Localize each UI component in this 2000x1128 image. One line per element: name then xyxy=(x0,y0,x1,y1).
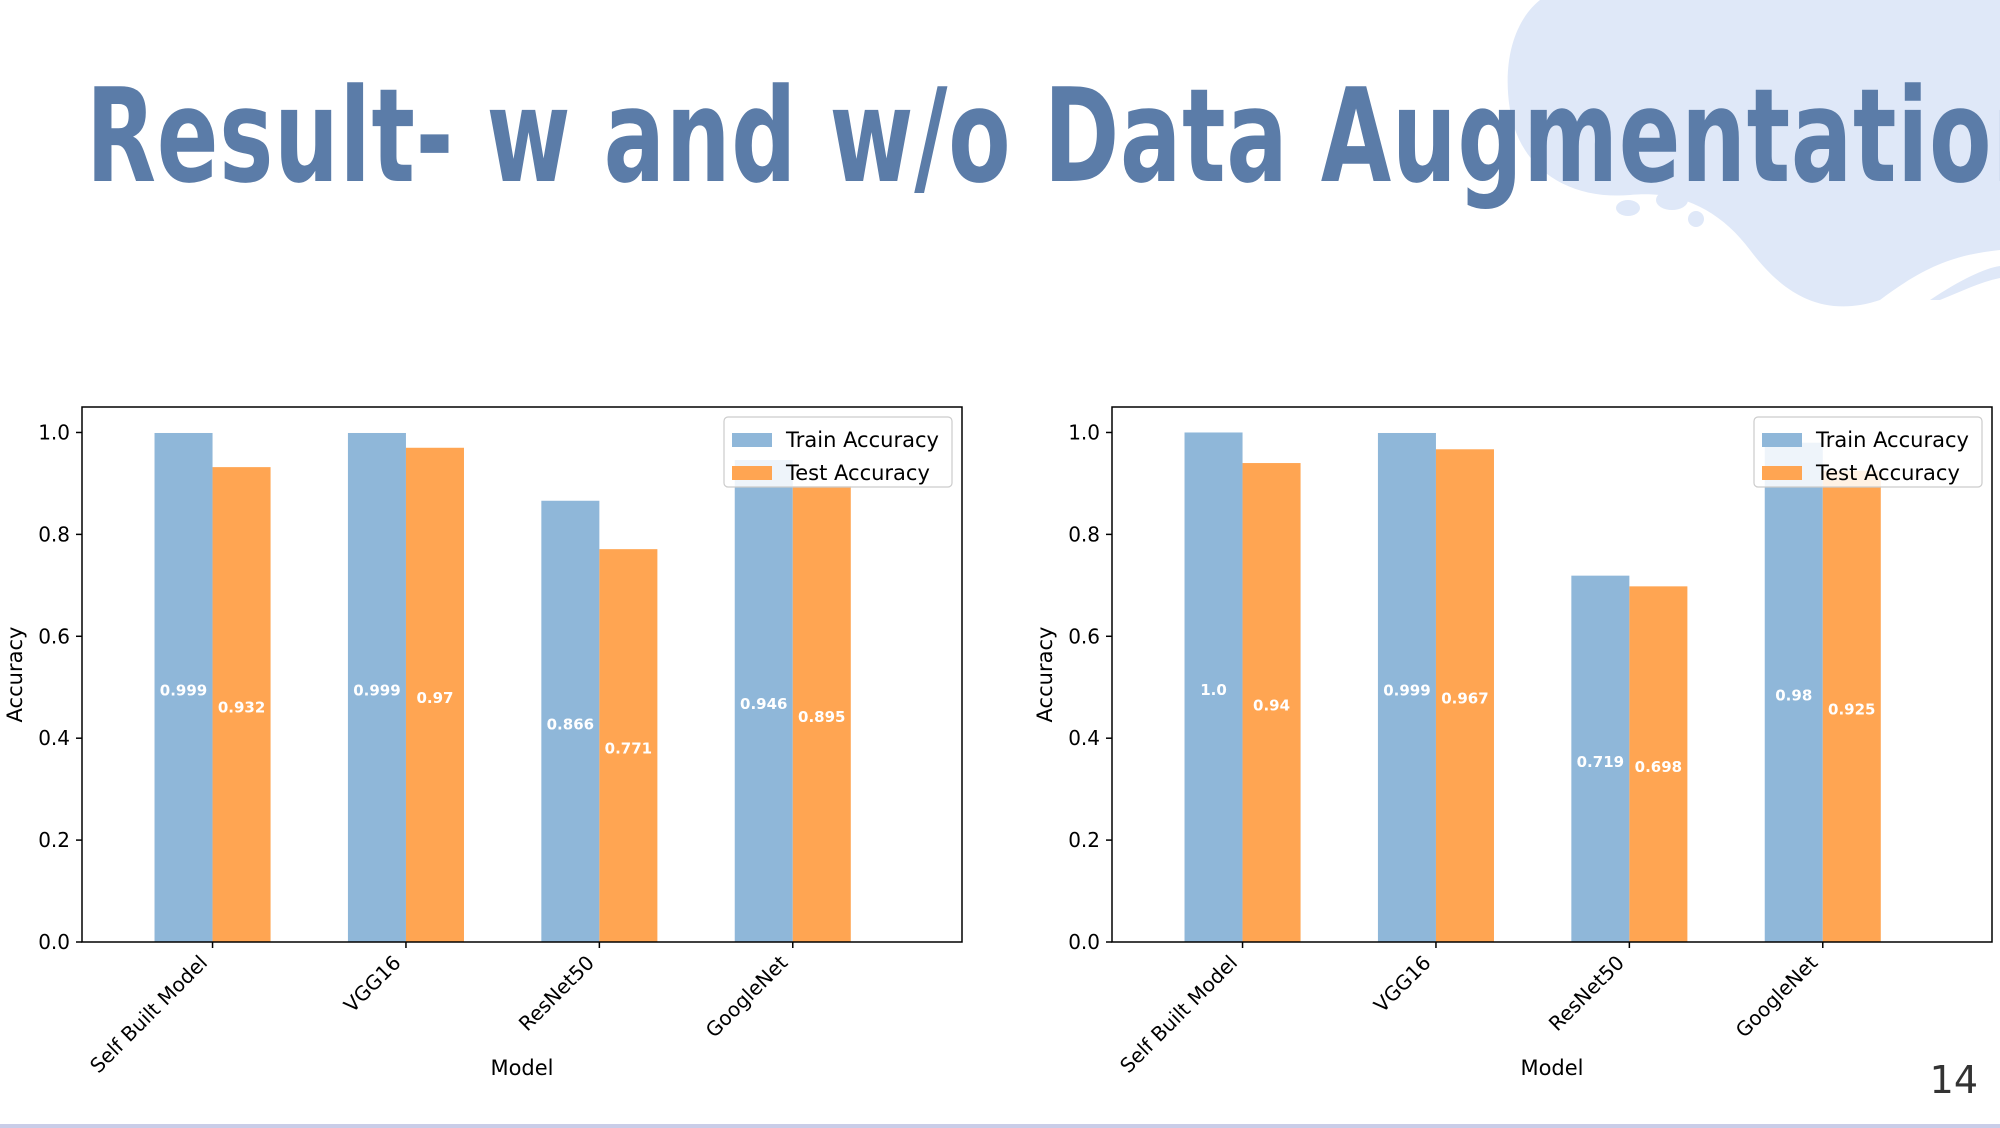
bar-value-label: 0.999 xyxy=(160,681,207,699)
x-tick-label: Self Built Model xyxy=(1115,951,1242,1078)
page-number: 14 xyxy=(1929,1058,1978,1102)
bar-train-0 xyxy=(1184,432,1243,942)
y-tick-label: 0.4 xyxy=(38,726,70,750)
plot-frame xyxy=(1111,406,1993,943)
y-tick-label: 0.8 xyxy=(1068,522,1100,546)
bar-test-1 xyxy=(405,447,464,942)
y-tick-label: 0.0 xyxy=(1068,930,1100,954)
bar-train-1 xyxy=(347,432,406,942)
legend-label: Train Accuracy xyxy=(785,428,939,452)
y-axis-label: Accuracy xyxy=(1033,627,1057,723)
bar-test-2 xyxy=(1629,586,1688,942)
chart-without-augmentation: 0.999 0.999 0.866 0.946 0.932 0.97 0.771 0.895 0… xyxy=(3,406,963,1080)
bar-test-3 xyxy=(792,485,851,942)
x-tick-label: VGG16 xyxy=(1369,951,1436,1018)
y-tick-label: 1.0 xyxy=(38,420,70,444)
decorative-blob xyxy=(1507,0,2000,307)
bar-train-1 xyxy=(1377,432,1436,942)
bar-value-label: 0.97 xyxy=(416,689,453,707)
bar-value-label: 0.999 xyxy=(1383,681,1430,699)
legend-box xyxy=(723,416,953,488)
legend-label: Test Accuracy xyxy=(785,461,930,485)
bar-train-3 xyxy=(734,459,793,942)
legend-swatch-test xyxy=(732,466,772,480)
bar-train-2 xyxy=(541,500,600,942)
bar-train-0 xyxy=(154,432,213,942)
bar-value-label: 0.866 xyxy=(547,715,594,733)
bar-test-2 xyxy=(599,549,658,942)
legend-swatch-train xyxy=(732,433,772,447)
bar-value-label: 0.719 xyxy=(1577,753,1624,771)
slide-title: Result- w and w/o Data Augmentation xyxy=(86,60,2000,212)
bar-train-3 xyxy=(1764,442,1823,942)
x-tick-label: ResNet50 xyxy=(514,951,599,1036)
bar-train-2 xyxy=(1571,575,1630,942)
legend-swatch-train xyxy=(1762,433,1802,447)
y-tick-label: 0.8 xyxy=(38,522,70,546)
legend-label: Train Accuracy xyxy=(1815,428,1969,452)
y-tick-label: 0.4 xyxy=(1068,726,1100,750)
bar-value-label: 0.98 xyxy=(1775,686,1812,704)
x-axis-label: Model xyxy=(490,1056,553,1080)
y-tick-label: 0.6 xyxy=(1068,624,1100,648)
x-tick-label: ResNet50 xyxy=(1544,951,1629,1036)
bottom-divider xyxy=(0,1124,2000,1128)
y-tick-label: 1.0 xyxy=(1068,420,1100,444)
bar-value-label: 0.967 xyxy=(1441,690,1488,708)
chart-with-augmentation: 1.0 0.999 0.719 0.98 0.94 0.967 0.698 0.925 0.0 0… xyxy=(1033,406,1993,1080)
y-tick-label: 0.2 xyxy=(1068,828,1100,852)
plot-frame xyxy=(81,406,963,943)
x-tick-label: GoogleNet xyxy=(701,950,793,1042)
bar-value-label: 0.895 xyxy=(798,708,845,726)
bar-test-0 xyxy=(1242,463,1301,942)
bar-value-label: 0.925 xyxy=(1828,700,1875,718)
y-axis-label: Accuracy xyxy=(3,627,27,723)
x-tick-label: Self Built Model xyxy=(85,951,212,1078)
legend-box xyxy=(1753,416,1983,488)
bar-test-3 xyxy=(1822,470,1881,942)
x-tick-label: GoogleNet xyxy=(1731,950,1823,1042)
bar-test-0 xyxy=(212,467,271,942)
bar-value-label: 0.946 xyxy=(740,695,787,713)
bar-value-label: 0.932 xyxy=(218,699,265,717)
legend-swatch-test xyxy=(1762,466,1802,480)
bar-value-label: 0.771 xyxy=(605,740,652,758)
bar-value-label: 0.999 xyxy=(353,681,400,699)
bar-value-label: 1.0 xyxy=(1200,681,1227,699)
y-tick-label: 0.2 xyxy=(38,828,70,852)
bar-test-1 xyxy=(1435,449,1494,942)
bar-value-label: 0.94 xyxy=(1253,697,1290,715)
y-tick-label: 0.0 xyxy=(38,930,70,954)
legend-label: Test Accuracy xyxy=(1815,461,1960,485)
x-tick-label: VGG16 xyxy=(339,951,406,1018)
y-tick-label: 0.6 xyxy=(38,624,70,648)
bar-value-label: 0.698 xyxy=(1635,758,1682,776)
x-axis-label: Model xyxy=(1520,1056,1583,1080)
